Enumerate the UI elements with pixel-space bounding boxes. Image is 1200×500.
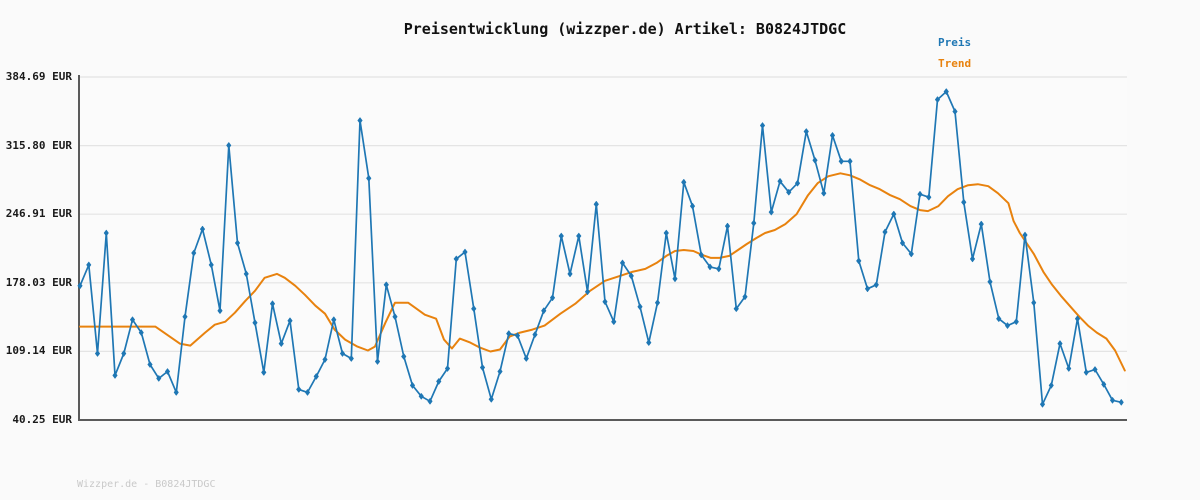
legend-item-trend: Trend [938, 57, 972, 70]
y-tick-label: 40.25 EUR [12, 413, 72, 426]
y-tick-label: 315.80 EUR [5, 139, 72, 152]
price-line [79, 90, 1123, 406]
y-tick-label: 109.14 EUR [5, 344, 72, 357]
plot-area [79, 70, 1127, 420]
price-markers [77, 88, 1124, 408]
chart-legend: Preis Trend [938, 32, 971, 74]
chart-title: Preisentwicklung (wizzper.de) Artikel: B… [403, 20, 847, 38]
watermark-text: Wizzper.de - B0824JTDGC [77, 479, 216, 490]
y-tick-label: 178.03 EUR [5, 276, 72, 289]
legend-item-preis: Preis [938, 36, 972, 49]
y-tick-label: 246.91 EUR [5, 207, 72, 220]
y-tick-label: 384.69 EUR [5, 70, 72, 83]
